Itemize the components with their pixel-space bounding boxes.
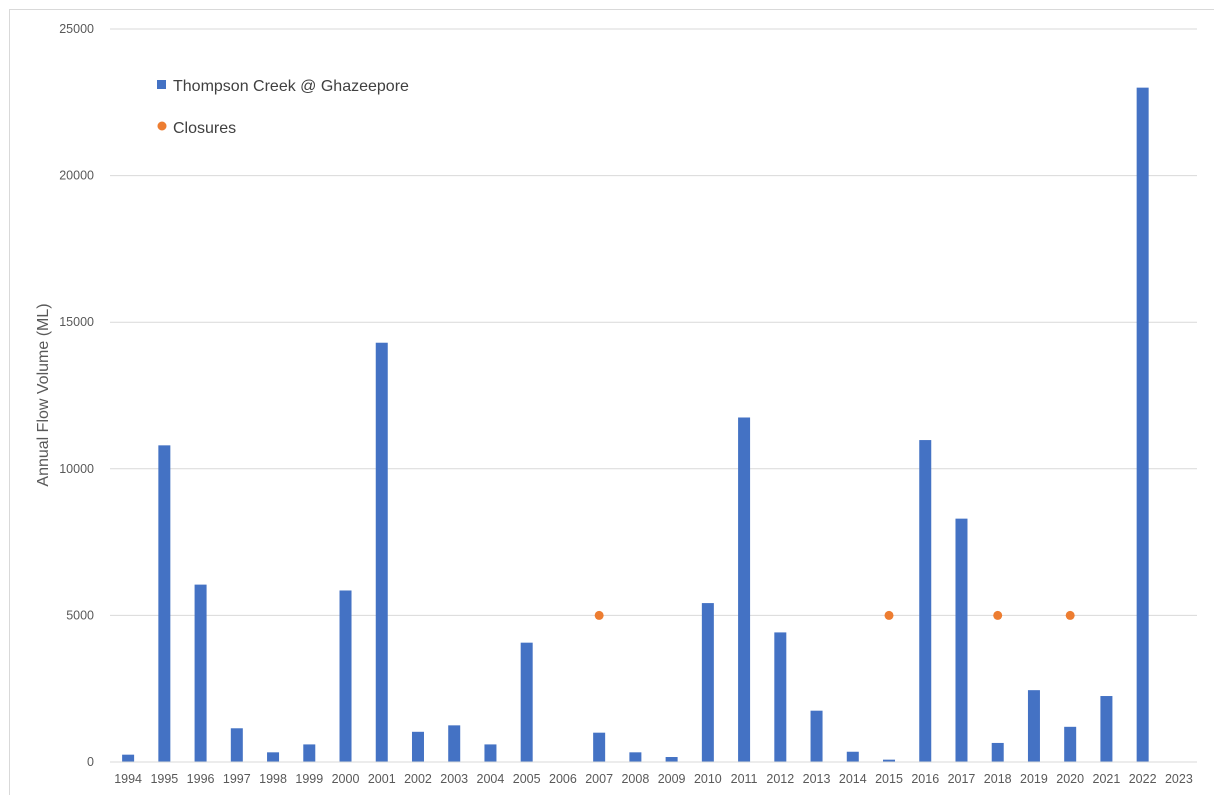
bar-1994: [122, 754, 135, 762]
bar-2021: [1100, 696, 1113, 762]
bar-2001: [375, 342, 388, 762]
x-tick-label: 2006: [549, 772, 577, 786]
bar-2018: [991, 742, 1004, 762]
bar-2010: [701, 603, 714, 762]
bar-2016: [919, 440, 932, 762]
closure-point-2018: [993, 610, 1003, 620]
bar-2012: [774, 632, 787, 762]
x-tick-label: 2014: [839, 772, 867, 786]
x-tick-label: 2003: [440, 772, 468, 786]
bar-2015: [883, 759, 896, 762]
x-tick-label: 2010: [694, 772, 722, 786]
bar-2004: [484, 744, 497, 762]
closure-points: [594, 610, 1075, 620]
x-tick-label: 2020: [1056, 772, 1084, 786]
x-tick-label: 1994: [114, 772, 142, 786]
x-tick-label: 2018: [984, 772, 1012, 786]
x-tick-label: 1998: [259, 772, 287, 786]
bar-2011: [738, 417, 751, 762]
x-tick-label: 1995: [150, 772, 178, 786]
bar-2017: [955, 518, 968, 762]
x-axis-ticks: 1994 1995 1996 1997 1998 1999 2000 2001 2002 2003…: [114, 772, 1193, 786]
gridlines: [110, 28, 1197, 616]
bar-2008: [629, 752, 642, 762]
bar-2007: [593, 732, 606, 762]
x-tick-label: 2022: [1129, 772, 1157, 786]
x-tick-label: 2012: [766, 772, 794, 786]
y-tick-label: 10000: [59, 462, 94, 476]
bar-2019: [1027, 690, 1040, 762]
y-tick-label: 15000: [59, 315, 94, 329]
legend-closures-label: Closures: [173, 120, 236, 137]
legend: Thompson Creek @ Ghazeepore Closures: [157, 78, 409, 137]
bar-1996: [194, 584, 207, 762]
y-tick-label: 5000: [66, 608, 94, 622]
bar-2022: [1136, 87, 1149, 762]
bar-2002: [411, 731, 424, 762]
x-tick-label: 2016: [911, 772, 939, 786]
bar-1995: [158, 445, 171, 762]
x-tick-label: 2011: [731, 772, 758, 786]
x-tick-label: 1999: [295, 772, 323, 786]
x-tick-label: 2017: [948, 772, 976, 786]
x-tick-label: 2005: [513, 772, 541, 786]
y-tick-label: 0: [87, 755, 94, 769]
bar-2013: [810, 710, 823, 762]
x-tick-label: 1996: [187, 772, 215, 786]
y-axis-ticks: 0 5000 10000 15000 20000 25000: [59, 22, 94, 769]
chart-frame: [9, 9, 1214, 795]
bar-1998: [267, 752, 280, 762]
x-tick-label: 1997: [223, 772, 251, 786]
bar-2005: [520, 642, 533, 762]
x-tick-label: 2015: [875, 772, 903, 786]
legend-closures-swatch: [157, 121, 167, 131]
x-tick-label: 2023: [1165, 772, 1193, 786]
bar-series: [122, 87, 1149, 762]
bar-2000: [339, 590, 352, 762]
closure-point-2015: [884, 610, 894, 620]
closure-point-2020: [1065, 610, 1075, 620]
x-tick-label: 2002: [404, 772, 432, 786]
legend-bar-label: Thompson Creek @ Ghazeepore: [173, 78, 409, 95]
bar-1999: [303, 744, 316, 762]
x-tick-label: 2021: [1093, 772, 1121, 786]
x-tick-label: 2000: [332, 772, 360, 786]
y-axis-title: Annual Flow Volume (ML): [35, 303, 52, 486]
x-tick-label: 2004: [477, 772, 505, 786]
x-tick-label: 2013: [803, 772, 831, 786]
y-tick-label: 25000: [59, 22, 94, 36]
bar-2020: [1064, 726, 1077, 762]
y-tick-label: 20000: [59, 169, 94, 183]
legend-bar-swatch: [157, 80, 166, 89]
x-tick-label: 2001: [368, 772, 396, 786]
bar-2003: [448, 725, 461, 762]
bar-2014: [846, 751, 859, 762]
x-tick-label: 2007: [585, 772, 613, 786]
closure-point-2007: [594, 610, 604, 620]
bar-1997: [230, 728, 243, 762]
x-tick-label: 2008: [621, 772, 649, 786]
x-tick-label: 2009: [658, 772, 686, 786]
x-tick-label: 2019: [1020, 772, 1048, 786]
bar-2009: [665, 757, 678, 762]
